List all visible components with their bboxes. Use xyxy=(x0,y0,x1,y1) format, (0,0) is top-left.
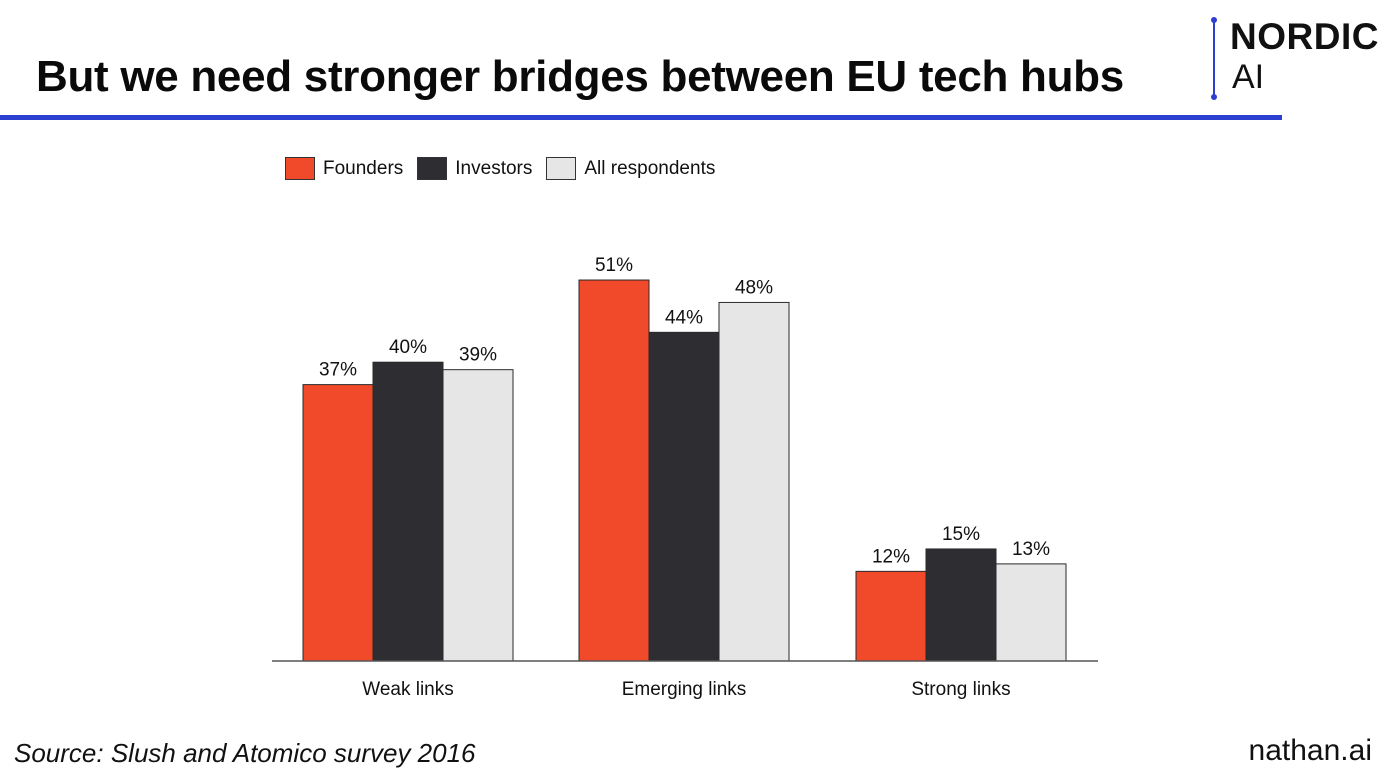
logo-dot-bottom xyxy=(1211,94,1217,100)
chart-bars xyxy=(302,279,1067,662)
slide-title: But we need stronger bridges between EU … xyxy=(36,52,1124,101)
x-tick-label-weak-links: Weak links xyxy=(362,679,454,700)
legend-label-all-respondents: All respondents xyxy=(584,157,716,179)
title-underline xyxy=(0,115,1282,120)
legend-item-all-respondents: All respondents xyxy=(546,157,715,180)
legend-item-investors: Investors xyxy=(417,157,532,180)
bar-all-respondents-weak-links xyxy=(442,369,514,662)
legend-swatch-investors xyxy=(417,157,448,180)
bar-all-respondents-strong-links xyxy=(995,563,1067,662)
data-label-founders-strong-links: 12% xyxy=(872,546,910,567)
bar-all-respondents-emerging-links xyxy=(718,301,790,662)
bar-investors-weak-links xyxy=(372,361,444,662)
data-label-investors-weak-links: 40% xyxy=(389,337,427,358)
source-note: Source: Slush and Atomico survey 2016 xyxy=(14,738,476,768)
data-label-founders-weak-links: 37% xyxy=(319,360,357,381)
bar-founders-weak-links xyxy=(302,384,374,662)
logo-dot-top xyxy=(1211,17,1217,23)
logo-bar xyxy=(1213,20,1215,98)
bar-investors-emerging-links xyxy=(648,331,720,662)
legend-item-founders: Founders xyxy=(285,157,403,180)
legend-swatch-founders xyxy=(285,157,315,180)
data-label-all-respondents-emerging-links: 48% xyxy=(735,277,773,298)
logo-wordmark-bottom: AI xyxy=(1232,58,1265,96)
chart-labels: 37% 40% 39% Weak links 51% 44% 48% Emerging lin… xyxy=(319,255,1050,700)
data-label-founders-emerging-links: 51% xyxy=(595,255,633,276)
data-label-investors-strong-links: 15% xyxy=(942,524,980,545)
bar-founders-emerging-links xyxy=(578,279,650,662)
legend-label-founders: Founders xyxy=(323,157,404,179)
legend-swatch-all-respondents xyxy=(546,157,577,180)
chart-legend: Founders Investors All respondents xyxy=(285,157,729,180)
bar-founders-strong-links xyxy=(855,570,927,662)
logo-wordmark-top: NORDIC xyxy=(1230,16,1379,57)
legend-label-investors: Investors xyxy=(455,157,533,179)
site-label: nathan.ai xyxy=(1248,734,1372,767)
data-label-all-respondents-strong-links: 13% xyxy=(1012,539,1050,560)
x-tick-label-strong-links: Strong links xyxy=(911,679,1010,700)
nordic-ai-logo: NORDIC AI xyxy=(1206,14,1396,100)
x-tick-label-emerging-links: Emerging links xyxy=(622,679,747,700)
data-label-all-respondents-weak-links: 39% xyxy=(459,345,497,366)
bar-investors-strong-links xyxy=(925,548,997,662)
data-label-investors-emerging-links: 44% xyxy=(665,307,703,328)
